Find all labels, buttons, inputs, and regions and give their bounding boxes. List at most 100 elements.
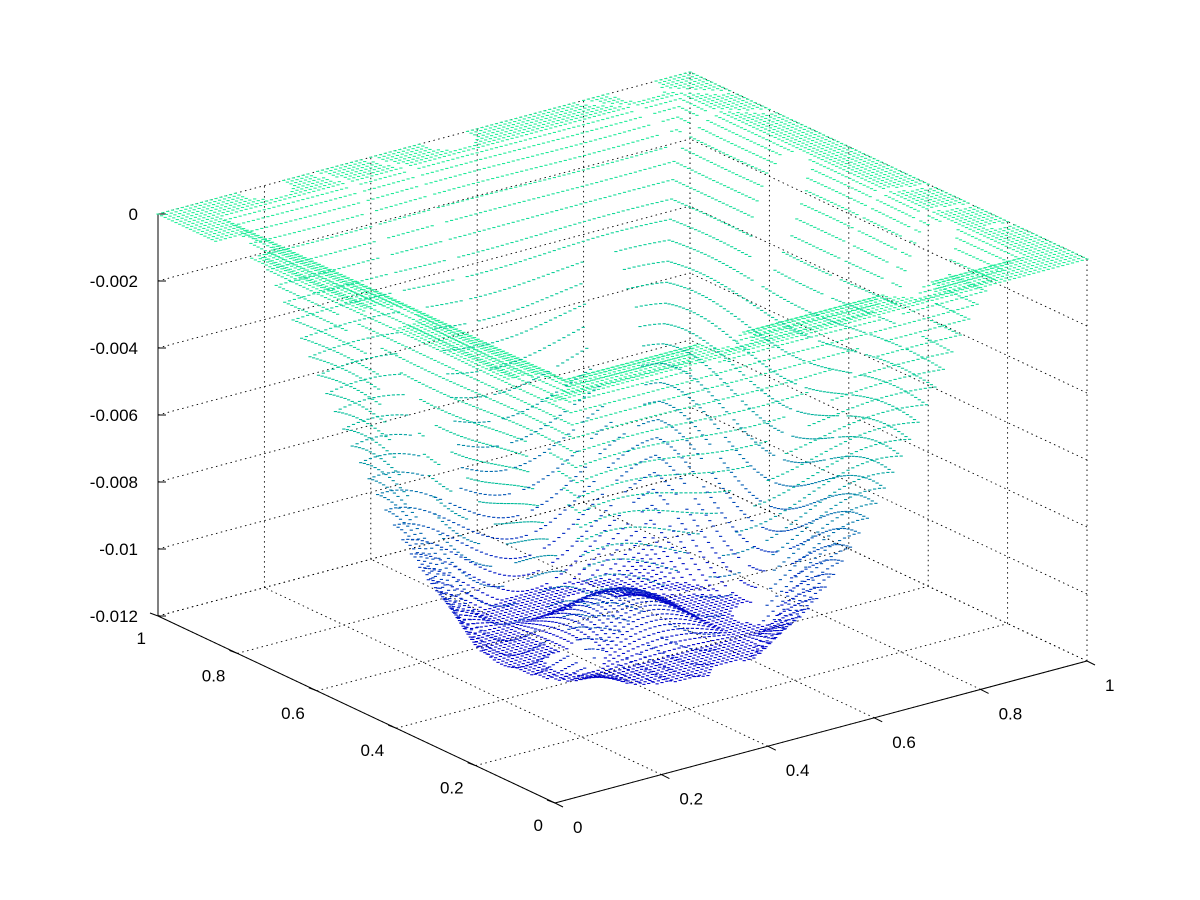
- surface-point: [426, 314, 430, 316]
- surface-point: [429, 327, 433, 329]
- surface-point: [478, 393, 482, 395]
- surface-point: [404, 304, 408, 306]
- surface-point: [411, 318, 415, 320]
- surface-point: [346, 284, 350, 286]
- surface-point: [280, 212, 284, 214]
- surface-point: [219, 207, 223, 209]
- surface-point: [744, 378, 748, 380]
- surface-point: [299, 255, 303, 257]
- surface-point: [274, 255, 278, 257]
- surface-point: [239, 231, 243, 233]
- surface-point: [596, 548, 600, 550]
- surface-point: [371, 417, 375, 419]
- surface-point: [468, 346, 472, 348]
- surface-point: [424, 493, 428, 495]
- surface-point: [435, 544, 439, 546]
- surface-point: [462, 348, 466, 350]
- surface-point: [443, 599, 447, 601]
- surface-point: [662, 399, 666, 401]
- surface-point: [302, 193, 306, 195]
- surface-point: [449, 431, 453, 433]
- surface-point: [380, 433, 384, 435]
- surface-point: [583, 633, 587, 635]
- surface-point: [514, 617, 518, 619]
- surface-point: [344, 277, 348, 279]
- surface-point: [359, 462, 363, 464]
- surface-point: [780, 329, 784, 331]
- surface-point: [652, 670, 656, 672]
- surface-point: [603, 384, 607, 386]
- surface-point: [500, 652, 504, 654]
- surface-point: [421, 174, 425, 176]
- surface-point: [440, 321, 444, 323]
- surface-point: [473, 492, 478, 494]
- surface-point: [594, 598, 598, 600]
- surface-point: [645, 381, 649, 383]
- surface-point: [358, 284, 362, 286]
- surface-point: [641, 374, 645, 376]
- surface-point: [405, 324, 409, 326]
- surface-point: [578, 615, 582, 617]
- surface-point: [446, 204, 450, 206]
- surface-point: [527, 403, 531, 405]
- surface-point: [673, 365, 677, 367]
- surface-point: [462, 339, 466, 341]
- surface-point: [306, 197, 310, 199]
- surface-point: [461, 455, 465, 457]
- surface-point: [633, 373, 637, 375]
- surface-point: [441, 347, 445, 349]
- surface-point: [181, 225, 185, 227]
- surface-point: [592, 505, 596, 507]
- surface-point: [282, 273, 286, 275]
- surface-point: [473, 632, 477, 634]
- surface-point: [411, 230, 415, 232]
- surface-point: [382, 395, 386, 397]
- surface-point: [764, 332, 768, 334]
- surface-point: [679, 492, 683, 494]
- surface-point: [344, 232, 348, 234]
- surface-point: [622, 626, 626, 628]
- surface-point: [484, 602, 488, 604]
- surface-point: [415, 186, 419, 188]
- surface-point: [539, 660, 543, 662]
- surface-point: [536, 605, 540, 607]
- surface-point: [331, 174, 335, 176]
- surface-point: [274, 261, 278, 263]
- surface-point: [517, 611, 521, 613]
- surface-point: [563, 585, 567, 587]
- surface-point: [470, 371, 474, 373]
- surface-point: [431, 339, 436, 341]
- surface-point: [503, 503, 507, 505]
- surface-point: [529, 620, 533, 622]
- surface-point: [682, 358, 686, 360]
- surface-point: [357, 447, 362, 449]
- surface-point: [406, 310, 411, 312]
- surface-point: [511, 590, 515, 592]
- surface-point: [438, 376, 442, 378]
- surface-point: [361, 295, 365, 297]
- surface-point: [730, 348, 734, 350]
- surface-point: [662, 666, 666, 668]
- surface-point: [646, 664, 650, 666]
- surface-point: [518, 628, 522, 630]
- surface-point: [595, 638, 599, 640]
- surface-point: [398, 487, 402, 489]
- surface-point: [593, 576, 597, 578]
- surface-point: [626, 495, 630, 497]
- surface-point: [497, 639, 501, 641]
- surface-point: [407, 288, 411, 290]
- surface-point: [782, 326, 786, 328]
- surface-point: [185, 227, 189, 229]
- surface-point: [350, 180, 355, 182]
- surface-point: [411, 307, 415, 309]
- surface-point: [402, 289, 406, 291]
- surface-point: [499, 623, 503, 625]
- surface-point: [516, 369, 520, 371]
- surface-point: [278, 286, 282, 288]
- surface-point: [446, 535, 450, 537]
- surface-point: [421, 552, 425, 554]
- surface-point: [644, 544, 648, 546]
- surface-point: [463, 508, 467, 510]
- surface-point: [284, 259, 288, 261]
- surface-point: [439, 350, 443, 352]
